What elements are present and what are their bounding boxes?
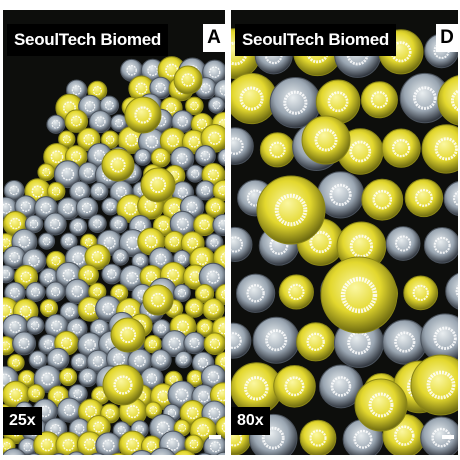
- panel-letter-d: D: [436, 24, 458, 52]
- scale-bar-a: [209, 435, 221, 439]
- micrograph-image-a: [3, 10, 225, 455]
- scale-bar-d: [442, 435, 454, 439]
- micrograph-panel-a: SeoulTech Biomed A 25x: [3, 10, 225, 455]
- magnification-label-a: 25x: [3, 407, 42, 435]
- panel-letter-a: A: [203, 24, 225, 52]
- micrograph-panel-d: SeoulTech Biomed D 80x: [231, 10, 458, 455]
- magnification-label-d: 80x: [231, 407, 270, 435]
- brand-label-a: SeoulTech Biomed: [7, 24, 168, 56]
- micrograph-image-d: [231, 10, 458, 455]
- brand-label-d: SeoulTech Biomed: [235, 24, 396, 56]
